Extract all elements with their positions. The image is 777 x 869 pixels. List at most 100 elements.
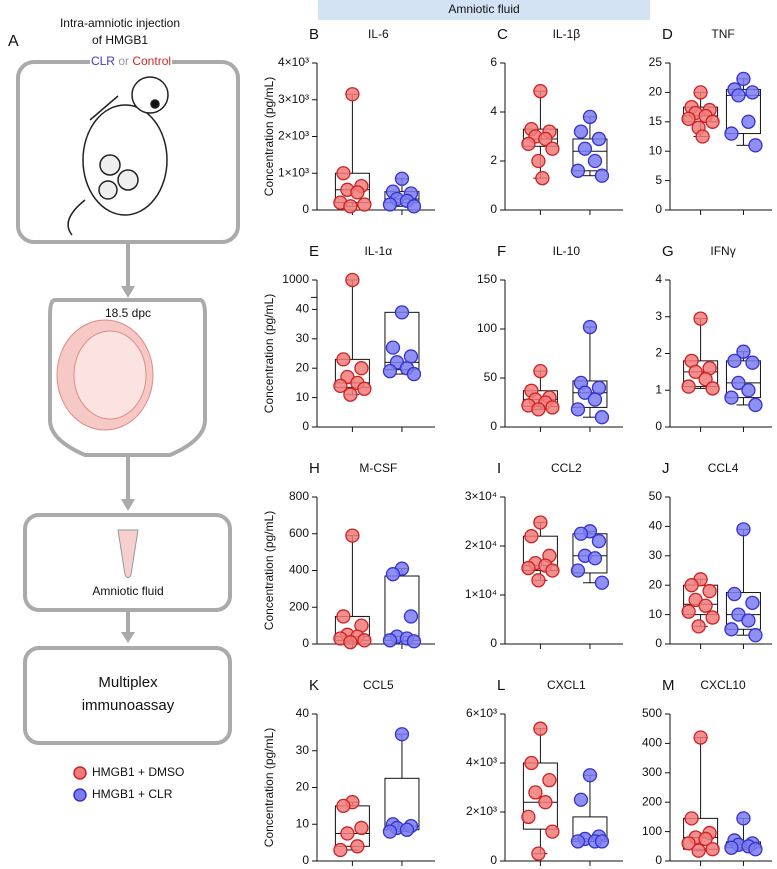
data-point (705, 842, 720, 857)
data-point (741, 114, 756, 129)
data-point (333, 378, 348, 393)
arrow-head (121, 286, 135, 298)
y-tick-label: 30 (296, 743, 310, 757)
data-point (745, 355, 760, 370)
data-point (340, 826, 355, 841)
y-tick-label: 150 (477, 272, 497, 286)
y-tick-label: 20 (296, 780, 310, 794)
data-point (688, 364, 703, 380)
data-point (745, 595, 760, 610)
data-point (531, 153, 546, 169)
data-point (748, 628, 763, 643)
y-tick-label: 5 (655, 173, 662, 187)
data-point (343, 635, 358, 650)
data-point (533, 515, 548, 530)
y-tick-label: 2×10³ (466, 804, 497, 818)
y-tick-label: 4 (655, 272, 662, 286)
y-tick-label: 0 (655, 202, 662, 216)
data-point (350, 839, 365, 854)
y-tick-label: 500 (642, 706, 662, 720)
data-point (524, 529, 539, 544)
data-point (591, 533, 607, 549)
y-tick-label: 6×10³ (466, 706, 497, 720)
diagram-text: of HMGB1 (92, 33, 148, 47)
data-point (521, 136, 536, 152)
data-point (587, 153, 603, 169)
y-tick-label: 0 (655, 419, 662, 433)
y-tick-label: 6 (490, 55, 497, 69)
data-point (573, 792, 589, 807)
data-point (521, 809, 536, 825)
y-tick-label: 40 (296, 302, 310, 316)
y-tick-label: 100 (642, 824, 662, 838)
data-point (354, 361, 369, 376)
data-point (736, 811, 751, 826)
data-point (531, 573, 546, 588)
data-point (357, 197, 372, 212)
data-point (406, 366, 422, 382)
data-point (684, 811, 699, 826)
panel-letter: J (662, 460, 670, 477)
data-point (577, 141, 593, 156)
data-point (691, 843, 706, 858)
diagram-text: CLR or Control (91, 54, 171, 68)
data-point (698, 598, 713, 613)
data-point (394, 727, 410, 742)
data-point (394, 171, 410, 186)
y-tick-label: 600 (289, 526, 309, 540)
legend-label: HMGB1 + DMSO (92, 765, 184, 779)
y-tick-label: 10 (649, 607, 663, 621)
y-tick-label: 2×10³ (278, 129, 309, 143)
data-point (382, 633, 398, 648)
data-point (736, 344, 751, 359)
data-point (336, 609, 351, 624)
diagram-text: Multiplex (98, 674, 158, 691)
legend-marker (73, 766, 87, 780)
y-tick-label: 0 (490, 202, 497, 216)
data-point (336, 798, 351, 814)
data-point (587, 392, 603, 407)
y-tick-label: 200 (642, 794, 662, 808)
y-tick-label: 50 (484, 370, 498, 384)
data-point (542, 773, 557, 788)
data-point (731, 375, 746, 391)
y-tick-label: 25 (649, 55, 663, 69)
y-tick-label: 4×10³ (278, 55, 309, 69)
data-point (591, 380, 607, 395)
data-point (693, 311, 708, 326)
y-tick-label: 400 (289, 563, 309, 577)
diagram-text: 18.5 dpc (105, 306, 151, 320)
data-point (538, 795, 553, 810)
y-tick-label: 1000 (282, 272, 309, 286)
embryo-icon (73, 330, 147, 420)
data-point (385, 340, 401, 355)
data-point (748, 842, 763, 857)
header-title: Amniotic fluid (448, 2, 519, 16)
panel-letter: C (497, 26, 508, 43)
data-point (741, 613, 756, 628)
chart-title: IL-1β (553, 27, 581, 41)
data-point (403, 609, 419, 624)
data-point (705, 610, 720, 625)
y-tick-label: 3×10³ (278, 92, 309, 106)
data-point (691, 619, 706, 634)
data-point (681, 111, 696, 127)
data-point (684, 578, 699, 593)
data-point (748, 397, 763, 413)
data-point (594, 410, 610, 425)
clr-label: CLR (91, 54, 115, 68)
y-tick-label: 30 (296, 331, 310, 345)
y-tick-label: 1 (655, 382, 662, 396)
y-tick-label: 30 (649, 548, 663, 562)
y-tick-label: 2×10⁴ (465, 538, 497, 552)
y-tick-label: 0 (655, 853, 662, 867)
y-tick-label: 200 (289, 599, 309, 613)
y-tick-label: 2 (655, 346, 662, 360)
data-point (382, 824, 398, 839)
legend-label: HMGB1 + CLR (92, 787, 173, 801)
panel-letter: L (497, 677, 505, 694)
y-axis-label: Concentration (pg/mL) (262, 77, 276, 196)
data-point (533, 84, 548, 99)
data-point (382, 363, 398, 379)
